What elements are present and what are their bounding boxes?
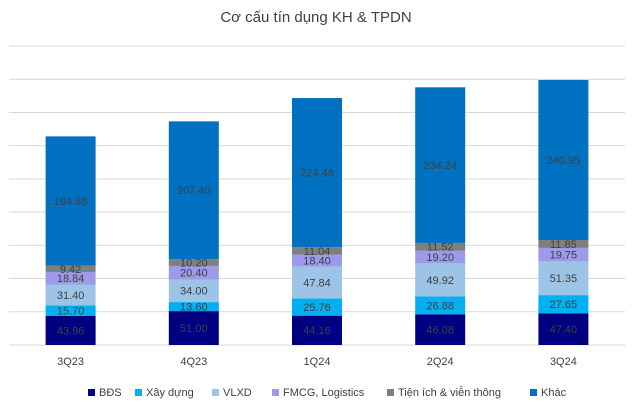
bar-segment xyxy=(292,247,342,255)
data-label: 15.70 xyxy=(57,305,85,317)
legend-marker xyxy=(387,389,394,396)
bar-segment xyxy=(292,98,342,248)
bar-segment xyxy=(45,284,96,306)
x-tick-label: 4Q23 xyxy=(180,356,207,368)
bar-segment xyxy=(415,314,466,345)
legend-label: BĐS xyxy=(99,387,122,399)
x-tick-label: 1Q24 xyxy=(304,356,331,368)
data-label: 234.24 xyxy=(423,160,457,172)
bar-segment xyxy=(292,315,342,345)
data-label: 51.35 xyxy=(550,273,578,285)
data-label: 194.68 xyxy=(54,196,88,208)
data-label: 25.76 xyxy=(303,302,331,314)
bar-segment xyxy=(292,266,342,299)
legend-label: Xây dựng xyxy=(146,387,194,399)
legend-marker xyxy=(530,389,537,396)
legend-label: FMCG, Logistics xyxy=(283,387,365,399)
data-label: 224.48 xyxy=(300,168,334,180)
data-label: 34.00 xyxy=(180,286,208,298)
data-label: 18.40 xyxy=(303,256,331,268)
data-label: 240.95 xyxy=(547,155,581,167)
data-label: 9.42 xyxy=(60,264,81,276)
bar-segment xyxy=(45,305,96,316)
bar-segment xyxy=(292,254,342,267)
bar-segment xyxy=(45,265,96,272)
bar-segment xyxy=(168,265,219,280)
legend-label: Khác xyxy=(541,387,567,399)
legend-marker xyxy=(135,389,142,396)
data-label: 47.40 xyxy=(550,324,578,336)
data-label: 27.65 xyxy=(550,299,578,311)
data-label: 49.92 xyxy=(426,275,454,287)
data-label: 18.84 xyxy=(57,273,85,285)
bar-segment xyxy=(415,87,466,243)
legend-label: VLXD xyxy=(223,387,252,399)
bar-segment xyxy=(45,315,96,345)
data-label: 47.84 xyxy=(303,278,331,290)
legend-marker xyxy=(212,389,219,396)
bar-segment xyxy=(538,295,589,314)
data-label: 46.08 xyxy=(426,325,454,337)
data-label: 44.16 xyxy=(303,325,331,337)
bar-segment xyxy=(538,79,589,241)
bar-segment xyxy=(45,136,96,266)
legend-marker xyxy=(272,389,279,396)
bar-segment xyxy=(538,247,589,262)
bar-segment xyxy=(415,250,466,264)
data-label: 19.20 xyxy=(426,252,454,264)
data-label: 19.75 xyxy=(550,249,578,261)
bar-segment xyxy=(415,263,466,297)
data-label: 11.04 xyxy=(304,246,331,258)
data-label: 10.20 xyxy=(180,257,208,269)
legend-label: Tiện ích & viễn thông xyxy=(398,386,501,399)
x-tick-label: 3Q24 xyxy=(550,356,577,368)
data-label: 26.88 xyxy=(426,300,454,312)
bar-segment xyxy=(168,311,219,345)
data-label: 43.96 xyxy=(57,325,85,337)
data-label: 207.40 xyxy=(177,185,211,197)
data-label: 51.00 xyxy=(180,323,208,335)
bar-segment xyxy=(538,313,589,345)
bar-segment xyxy=(292,298,342,316)
bar-segment xyxy=(168,121,219,260)
bar-segment xyxy=(415,296,466,315)
legend-marker xyxy=(88,389,95,396)
bar-segment xyxy=(538,261,589,296)
data-label: 20.40 xyxy=(180,268,208,280)
bar-segment xyxy=(168,302,219,312)
bar-segment xyxy=(168,259,219,266)
data-label: 31.40 xyxy=(57,290,85,302)
bar-segment xyxy=(538,240,589,248)
bar-segment xyxy=(168,279,219,303)
x-tick-label: 2Q24 xyxy=(427,356,454,368)
bar-segment xyxy=(45,271,96,285)
chart-title: Cơ cấu tín dụng KH & TPDN xyxy=(220,9,411,26)
bar-segment xyxy=(415,242,466,251)
x-tick-label: 3Q23 xyxy=(57,356,84,368)
data-label: 11.85 xyxy=(550,239,577,251)
data-label: 13.60 xyxy=(180,302,208,314)
data-label: 11.52 xyxy=(427,242,454,254)
